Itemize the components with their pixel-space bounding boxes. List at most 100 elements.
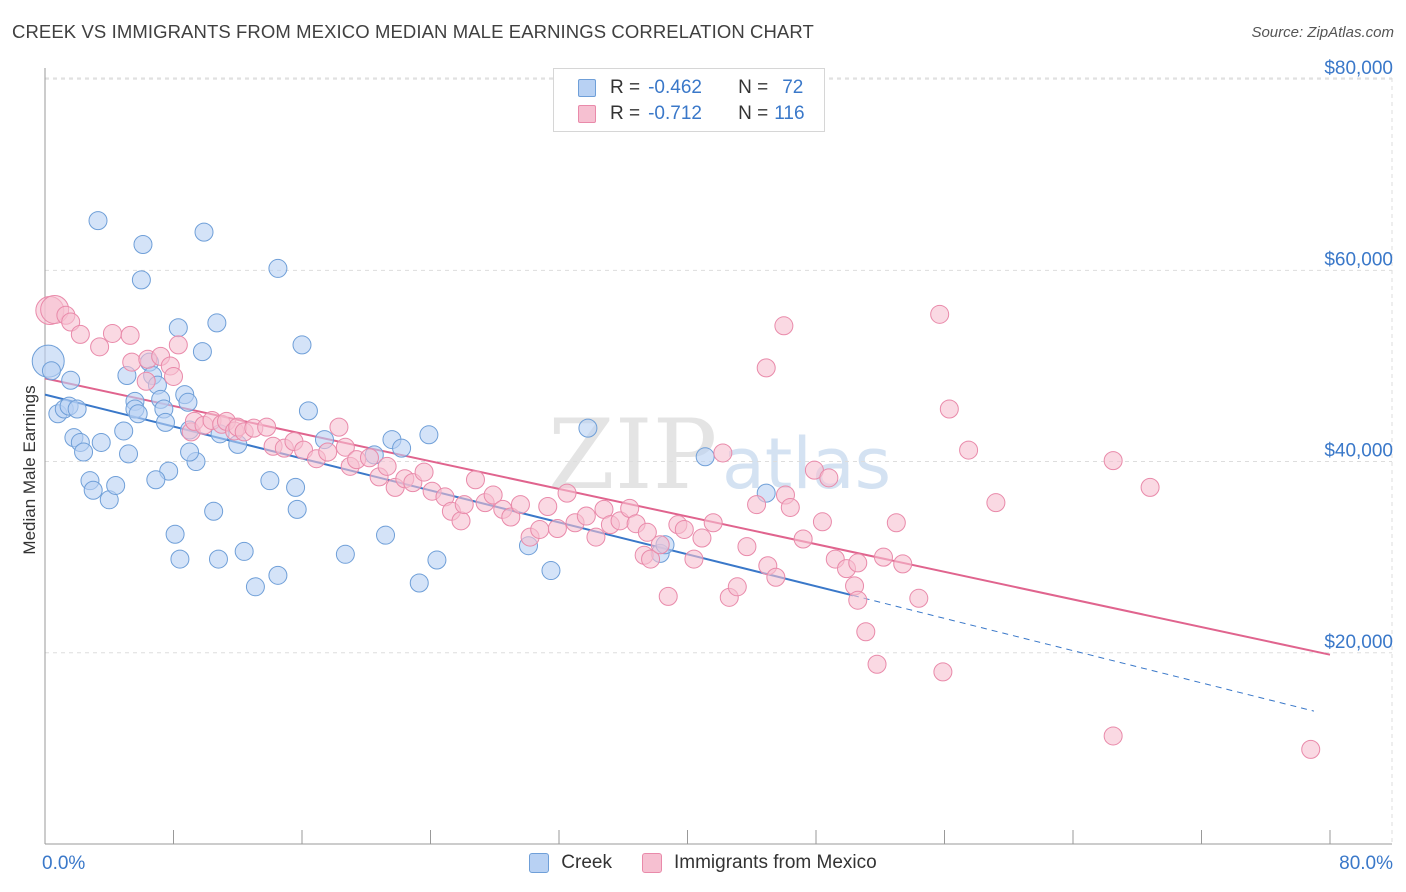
creek-point bbox=[287, 499, 307, 519]
creek-point bbox=[91, 432, 111, 452]
mexico-point bbox=[939, 399, 959, 419]
creek-swatch bbox=[578, 79, 596, 97]
chart-title: CREEK VS IMMIGRANTS FROM MEXICO MEDIAN M… bbox=[12, 21, 814, 42]
creek-point bbox=[168, 318, 188, 338]
mexico-point bbox=[377, 456, 397, 476]
mexico-point bbox=[483, 485, 503, 505]
creek-point bbox=[155, 412, 175, 432]
mexico-point bbox=[538, 496, 558, 516]
creek-point bbox=[178, 392, 198, 412]
mexico-point bbox=[959, 440, 979, 460]
creek-point bbox=[119, 444, 139, 464]
stats-row-mexico: R = -0.712 N = 116 bbox=[578, 103, 805, 125]
creek-point bbox=[260, 471, 280, 491]
y-tick-label: $20,000 bbox=[1324, 632, 1393, 653]
mexico-point bbox=[674, 519, 694, 539]
creek-point bbox=[419, 425, 439, 445]
creek-point bbox=[427, 550, 447, 570]
mexico-point bbox=[102, 323, 122, 343]
watermark-atlas: atlas bbox=[722, 423, 891, 505]
x-tick-label: 0.0% bbox=[42, 853, 85, 874]
mexico-point bbox=[1103, 726, 1123, 746]
creek-point bbox=[194, 222, 214, 242]
mexico-point bbox=[122, 352, 142, 372]
n-label: N = bbox=[738, 103, 769, 124]
mexico-point bbox=[257, 417, 277, 437]
creek-point bbox=[392, 438, 412, 458]
creek-point bbox=[268, 565, 288, 585]
mexico-point bbox=[70, 324, 90, 344]
mexico-point bbox=[848, 553, 868, 573]
mexico-point bbox=[120, 325, 140, 345]
mexico-point bbox=[930, 304, 950, 324]
r-label: R = bbox=[610, 103, 641, 124]
mexico-point bbox=[465, 470, 485, 490]
mexico-point bbox=[414, 462, 434, 482]
mexico-point bbox=[766, 567, 786, 587]
mexico-point bbox=[637, 522, 657, 542]
creek-point bbox=[292, 335, 312, 355]
mexico-point bbox=[692, 528, 712, 548]
n-value: 116 bbox=[774, 103, 805, 124]
creek-point bbox=[67, 399, 87, 419]
source-label: Source: ZipAtlas.com bbox=[1251, 24, 1394, 41]
creek-point bbox=[208, 549, 228, 569]
mexico-point bbox=[1140, 477, 1160, 497]
legend-item-mexico[interactable]: Immigrants from Mexico bbox=[641, 852, 877, 874]
mexico-point bbox=[933, 662, 953, 682]
mexico-point bbox=[586, 527, 606, 547]
creek-point bbox=[88, 211, 108, 231]
y-tick-label: $80,000 bbox=[1324, 58, 1393, 79]
mexico-point bbox=[329, 417, 349, 437]
mexico-point bbox=[848, 590, 868, 610]
legend-item-creek[interactable]: Creek bbox=[529, 852, 612, 874]
creek-point bbox=[245, 577, 265, 597]
n-label: N = bbox=[738, 77, 769, 98]
creek-point bbox=[41, 361, 61, 381]
creek-point bbox=[207, 313, 227, 333]
mexico-point bbox=[684, 549, 704, 569]
mexico-point bbox=[703, 513, 723, 533]
mexico-point bbox=[318, 442, 338, 462]
mexico-point bbox=[510, 495, 530, 515]
mexico-point bbox=[658, 586, 678, 606]
legend-label-creek: Creek bbox=[561, 852, 612, 873]
creek-point bbox=[146, 470, 166, 490]
creek-point bbox=[61, 370, 81, 390]
mexico-point bbox=[1301, 739, 1321, 759]
stats-row-creek: R = -0.462 N = 72 bbox=[578, 77, 803, 99]
mexico-point bbox=[756, 358, 776, 378]
mexico-point bbox=[727, 577, 747, 597]
mexico-point bbox=[454, 495, 474, 515]
creek-point bbox=[695, 447, 715, 467]
mexico-point bbox=[136, 371, 156, 391]
mexico-point bbox=[641, 549, 661, 569]
mexico-point bbox=[893, 554, 913, 574]
mexico-point bbox=[747, 495, 767, 515]
mexico-point bbox=[164, 366, 183, 386]
creek-point bbox=[74, 442, 94, 462]
mexico-point bbox=[576, 506, 596, 526]
creek-point bbox=[204, 501, 224, 521]
mexico-point bbox=[780, 497, 800, 517]
y-tick-label: $40,000 bbox=[1324, 441, 1393, 462]
creek-point bbox=[376, 525, 396, 545]
n-value: 72 bbox=[782, 77, 804, 98]
mexico-point bbox=[812, 512, 832, 532]
mexico-point bbox=[168, 335, 188, 355]
creek-point bbox=[409, 573, 429, 593]
creek-point bbox=[106, 475, 126, 495]
creek-point bbox=[541, 561, 561, 581]
creek-point bbox=[128, 404, 148, 424]
creek-point bbox=[133, 235, 153, 255]
mexico-point bbox=[867, 654, 887, 674]
mexico-point bbox=[650, 535, 670, 555]
creek-point bbox=[170, 549, 190, 569]
mexico-point bbox=[1103, 451, 1123, 471]
mexico-point bbox=[774, 316, 794, 336]
creek-point bbox=[83, 480, 103, 500]
creek-point bbox=[165, 524, 185, 544]
mexico-point bbox=[90, 337, 110, 357]
creek-trendline-extension bbox=[852, 594, 1315, 712]
